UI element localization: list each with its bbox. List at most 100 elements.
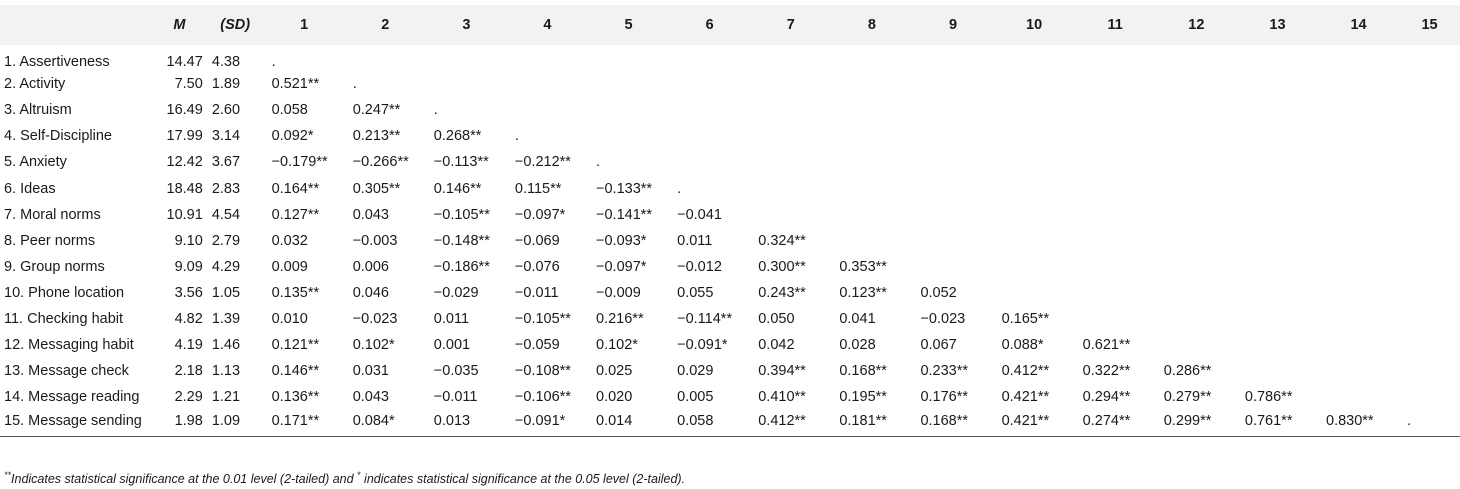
correlation-cell bbox=[994, 280, 1075, 306]
correlation-cell: −0.212** bbox=[514, 154, 571, 171]
table-row: 1. Assertiveness 14.47 4.38. bbox=[0, 45, 1460, 71]
correlation-cell bbox=[1237, 123, 1318, 149]
correlation-cell: 0.171** bbox=[263, 410, 345, 437]
correlation-cell: −0.041 bbox=[677, 206, 722, 223]
correlation-cell: 0.786** bbox=[1244, 389, 1293, 406]
correlation-cell: −0.011 bbox=[433, 389, 478, 406]
correlation-cell: 0.135** bbox=[271, 284, 320, 301]
correlation-cell bbox=[1399, 97, 1460, 123]
header-col-2: 2 bbox=[344, 5, 426, 45]
correlation-cell bbox=[1075, 254, 1156, 280]
table-body: 1. Assertiveness 14.47 4.38. 2. Activity 7.5… bbox=[0, 45, 1460, 437]
correlation-cell bbox=[1237, 280, 1318, 306]
mean-cell: 17.99 bbox=[166, 128, 203, 145]
correlation-cell bbox=[345, 45, 426, 71]
correlation-cell: 0.058 bbox=[669, 410, 751, 437]
correlation-cell: 0.028 bbox=[839, 337, 876, 354]
correlation-cell: 0.123** bbox=[839, 284, 887, 301]
correlation-cell bbox=[1318, 175, 1399, 201]
correlation-cell bbox=[1156, 175, 1237, 201]
correlation-cell bbox=[994, 175, 1075, 201]
correlation-cell: −0.097* bbox=[596, 258, 647, 275]
sd-cell: 2.60 bbox=[211, 102, 241, 119]
correlation-cell bbox=[1156, 228, 1237, 254]
correlation-cell bbox=[1237, 202, 1318, 228]
sd-cell: 1.89 bbox=[211, 76, 241, 93]
correlation-cell bbox=[1075, 228, 1156, 254]
header-row: M (SD) 1 2 3 4 5 6 7 8 9 10 11 12 13 14 15 bbox=[0, 5, 1460, 45]
correlation-cell bbox=[1075, 175, 1156, 201]
correlation-cell: 0.011 bbox=[433, 310, 470, 327]
correlation-cell bbox=[426, 71, 507, 97]
header-blank bbox=[0, 5, 153, 45]
correlation-cell: −0.266** bbox=[352, 154, 409, 171]
header-col-4: 4 bbox=[506, 5, 589, 45]
correlation-cell bbox=[1399, 254, 1460, 280]
correlation-cell bbox=[1399, 149, 1460, 175]
correlation-cell bbox=[669, 45, 750, 71]
header-col-13: 13 bbox=[1236, 5, 1318, 45]
correlation-cell bbox=[1318, 332, 1399, 358]
correlation-cell bbox=[588, 123, 669, 149]
correlation-cell: 0.830** bbox=[1318, 410, 1400, 437]
correlation-cell: 0.274** bbox=[1074, 410, 1156, 437]
correlation-cell bbox=[912, 202, 993, 228]
correlation-cell: 0.176** bbox=[920, 389, 969, 406]
correlation-cell bbox=[994, 97, 1075, 123]
correlation-cell: . bbox=[677, 180, 682, 197]
correlation-cell bbox=[750, 123, 831, 149]
table-row: 14. Message reading 2.29 1.21 0.136** 0.043 −… bbox=[0, 384, 1460, 410]
correlation-cell: 0.043 bbox=[352, 389, 389, 406]
correlation-cell bbox=[831, 149, 912, 175]
correlation-cell: 0.050 bbox=[758, 310, 795, 327]
correlation-cell bbox=[1318, 202, 1399, 228]
correlation-cell: 0.084* bbox=[344, 410, 426, 437]
correlation-cell: 0.055 bbox=[677, 284, 714, 301]
sd-cell: 4.29 bbox=[211, 258, 241, 275]
sd-cell: 3.14 bbox=[211, 128, 241, 145]
correlation-cell: −0.003 bbox=[352, 232, 398, 249]
correlation-cell: 0.006 bbox=[352, 258, 389, 275]
table-row: 3. Altruism 16.49 2.60 0.058 0.247**. bbox=[0, 97, 1460, 123]
correlation-cell bbox=[1237, 71, 1318, 97]
correlation-cell: −0.029 bbox=[433, 284, 479, 301]
correlation-cell: −0.076 bbox=[514, 258, 560, 275]
sd-cell: 1.09 bbox=[206, 410, 264, 437]
correlation-cell bbox=[1318, 123, 1399, 149]
table-header: M (SD) 1 2 3 4 5 6 7 8 9 10 11 12 13 14 15 bbox=[0, 5, 1460, 45]
correlation-cell bbox=[1237, 175, 1318, 201]
correlation-cell bbox=[1075, 280, 1156, 306]
row-label: 9. Group norms bbox=[4, 258, 105, 275]
correlation-cell: 0.136** bbox=[271, 389, 320, 406]
table-row: 10. Phone location 3.56 1.05 0.135** 0.046 −0… bbox=[0, 280, 1460, 306]
correlation-cell: −0.105** bbox=[433, 206, 490, 223]
correlation-cell: 0.286** bbox=[1163, 363, 1212, 380]
correlation-cell: −0.011 bbox=[514, 284, 559, 301]
correlation-cell bbox=[1318, 384, 1399, 410]
correlation-cell: 0.165** bbox=[1001, 310, 1050, 327]
correlation-cell bbox=[912, 254, 993, 280]
header-sd: (SD) bbox=[206, 5, 264, 45]
correlation-cell: 0.102* bbox=[596, 337, 638, 354]
correlation-cell bbox=[831, 71, 912, 97]
correlation-cell: 0.092* bbox=[271, 128, 314, 145]
correlation-cell: −0.179** bbox=[271, 154, 328, 171]
correlation-cell: 0.243** bbox=[758, 284, 806, 301]
correlation-cell bbox=[1075, 71, 1156, 97]
correlation-cell bbox=[426, 45, 507, 71]
correlation-cell: 0.020 bbox=[596, 389, 633, 406]
mean-cell: 12.42 bbox=[166, 154, 203, 171]
correlation-cell: 0.102* bbox=[352, 337, 395, 354]
footnote-mark-double: ** bbox=[4, 470, 12, 480]
correlation-cell bbox=[1075, 123, 1156, 149]
correlation-cell bbox=[507, 45, 588, 71]
correlation-cell: 0.088* bbox=[1001, 337, 1044, 354]
mean-cell: 1.98 bbox=[152, 410, 207, 437]
correlation-cell bbox=[1318, 306, 1399, 332]
correlation-cell: 0.052 bbox=[920, 284, 957, 301]
correlation-cell bbox=[750, 45, 831, 71]
correlation-cell: 0.032 bbox=[271, 232, 308, 249]
correlation-cell bbox=[1318, 254, 1399, 280]
correlation-cell bbox=[912, 149, 993, 175]
correlation-cell: 0.127** bbox=[271, 206, 320, 223]
